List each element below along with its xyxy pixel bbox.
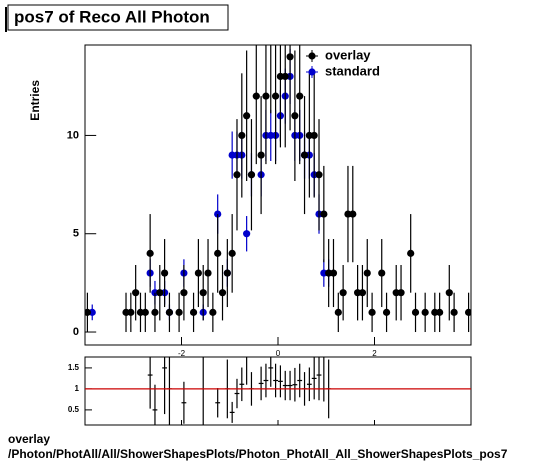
marker bbox=[329, 269, 338, 277]
marker bbox=[151, 308, 159, 316]
y-axis-label: Entries bbox=[28, 80, 42, 121]
marker bbox=[127, 308, 135, 316]
marker bbox=[247, 171, 256, 179]
marker bbox=[262, 92, 270, 100]
y-tick-label: 1 bbox=[75, 384, 80, 393]
marker bbox=[243, 230, 251, 238]
marker bbox=[334, 308, 342, 316]
marker bbox=[411, 308, 420, 316]
marker bbox=[296, 92, 304, 100]
marker bbox=[194, 269, 202, 277]
marker bbox=[421, 308, 429, 316]
x-tick-label: 2 bbox=[372, 349, 377, 358]
marker bbox=[397, 289, 405, 297]
marker bbox=[132, 289, 140, 297]
plot-area bbox=[85, 34, 471, 333]
marker bbox=[315, 171, 323, 179]
x-tick-label: -2 bbox=[178, 349, 186, 358]
chart-title: pos7 of Reco All Photon bbox=[14, 7, 210, 26]
marker bbox=[363, 269, 371, 277]
legend-marker bbox=[308, 52, 316, 60]
marker bbox=[407, 249, 415, 257]
marker bbox=[281, 72, 289, 81]
marker bbox=[204, 269, 212, 277]
marker bbox=[146, 249, 154, 257]
marker bbox=[450, 308, 458, 316]
caption-line: /Photon/PhotAll/All/ShowerShapesPlots/Ph… bbox=[8, 447, 508, 461]
title-box bbox=[7, 4, 229, 31]
marker bbox=[349, 210, 357, 218]
marker bbox=[85, 308, 92, 316]
marker bbox=[464, 308, 471, 316]
marker bbox=[271, 92, 280, 100]
marker bbox=[382, 308, 391, 316]
marker bbox=[320, 210, 328, 218]
marker bbox=[300, 151, 309, 159]
plot-area bbox=[85, 357, 471, 425]
marker bbox=[214, 249, 222, 257]
marker bbox=[228, 249, 236, 257]
marker bbox=[378, 269, 386, 277]
marker bbox=[243, 112, 251, 120]
marker bbox=[156, 289, 164, 297]
marker bbox=[252, 92, 260, 100]
marker bbox=[165, 308, 174, 316]
marker bbox=[310, 131, 318, 140]
marker bbox=[436, 308, 444, 316]
marker bbox=[175, 308, 183, 316]
y-tick-label: 0 bbox=[73, 326, 79, 338]
caption-line: overlay bbox=[8, 432, 50, 446]
ratio-frame bbox=[84, 356, 472, 426]
marker bbox=[141, 308, 149, 316]
marker bbox=[223, 269, 231, 277]
y-tick-label: 10 bbox=[67, 129, 79, 141]
marker bbox=[445, 289, 453, 297]
marker bbox=[161, 269, 169, 277]
marker bbox=[257, 151, 265, 159]
marker bbox=[218, 289, 227, 297]
y-tick-label: 5 bbox=[73, 228, 79, 240]
legend-label: standard bbox=[325, 63, 380, 78]
marker bbox=[286, 53, 294, 61]
marker bbox=[358, 289, 367, 297]
marker bbox=[199, 289, 207, 297]
x-tick-label: 0 bbox=[276, 349, 281, 358]
caption-backdrop bbox=[0, 431, 546, 462]
y-tick-label: 0.5 bbox=[68, 405, 80, 414]
y-tick-label: 1.5 bbox=[68, 363, 80, 372]
marker bbox=[291, 112, 299, 120]
marker bbox=[189, 308, 198, 316]
main-frame bbox=[84, 44, 472, 346]
marker bbox=[180, 289, 188, 297]
marker bbox=[238, 131, 246, 140]
legend-label: overlay bbox=[325, 47, 371, 62]
marker bbox=[368, 308, 376, 316]
marker bbox=[339, 289, 347, 297]
marker bbox=[209, 308, 217, 316]
marker bbox=[267, 34, 274, 41]
legend-marker bbox=[308, 68, 316, 76]
marker bbox=[233, 171, 241, 179]
